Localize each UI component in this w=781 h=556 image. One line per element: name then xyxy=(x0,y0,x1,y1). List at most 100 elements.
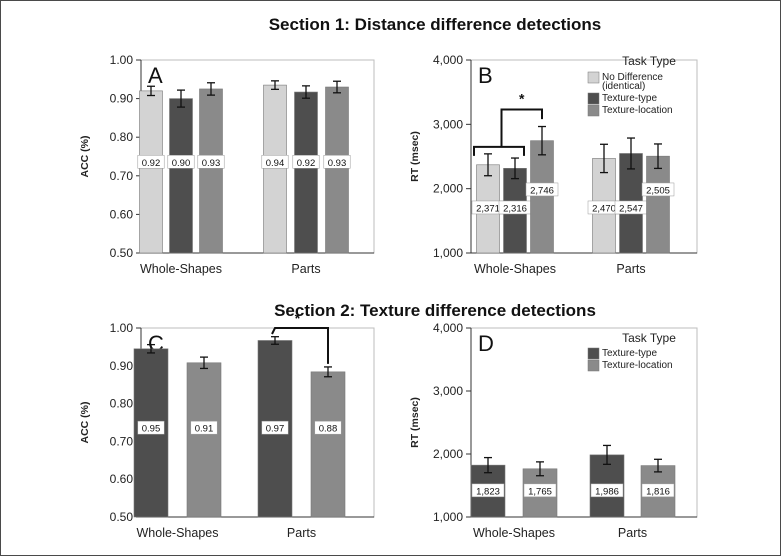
legend-label: Texture-location xyxy=(602,360,673,371)
data-label-box xyxy=(471,483,505,498)
y-tick-label: 1,000 xyxy=(433,510,463,524)
section-2-title: Section 2: Texture difference detections xyxy=(274,301,596,320)
y-tick-label: 4,000 xyxy=(433,321,463,335)
y-axis-title: RT (msec) xyxy=(409,397,421,448)
data-label-box xyxy=(261,420,289,435)
data-label: 0.92 xyxy=(142,158,161,169)
data-label: 2,371 xyxy=(476,203,500,214)
panel-A: 0.50 0.60 0.70 0.80 0.90 1.00 ACC (%) A 0.92 0.90… xyxy=(79,53,375,276)
y-tick-label: 3,000 xyxy=(433,384,463,398)
bar xyxy=(530,140,554,254)
legend-label: Texture-type xyxy=(602,93,657,104)
data-label-box xyxy=(261,155,289,169)
data-label-box xyxy=(137,155,165,169)
data-label: 0.93 xyxy=(202,158,221,169)
data-label: 2,470 xyxy=(592,203,616,214)
section-1-title: Section 1: Distance difference detection… xyxy=(269,15,602,34)
legend-swatch xyxy=(587,71,600,84)
data-label: 2,746 xyxy=(530,185,554,196)
y-tick-label: 0.50 xyxy=(110,510,134,524)
y-tick-label: 0.70 xyxy=(110,434,134,448)
x-tick-label: Parts xyxy=(287,526,316,540)
data-label-box xyxy=(525,182,559,197)
y-tick-label: 0.90 xyxy=(110,92,134,106)
data-label: 1,823 xyxy=(476,486,500,497)
data-label: 0.94 xyxy=(266,158,285,169)
significance-bracket xyxy=(271,327,329,364)
y-tick-label: 4,000 xyxy=(433,53,463,67)
data-label-box xyxy=(197,155,225,169)
bar xyxy=(169,98,193,254)
y-tick-label: 0.60 xyxy=(110,207,134,221)
y-tick-label: 2,000 xyxy=(433,182,463,196)
data-label: 1,816 xyxy=(646,486,670,497)
data-label: 1,765 xyxy=(528,486,552,497)
data-label-box xyxy=(167,155,195,169)
data-label: 0.97 xyxy=(266,424,285,435)
y-tick-label: 0.90 xyxy=(110,359,134,373)
y-axis-title: RT (msec) xyxy=(409,131,421,182)
y-tick-label: 0.80 xyxy=(110,130,134,144)
y-axis-title: ACC (%) xyxy=(79,402,91,444)
panel-letter: A xyxy=(148,63,163,88)
legend-swatch xyxy=(587,347,600,360)
panel-letter: D xyxy=(478,331,494,356)
y-tick-label: 1.00 xyxy=(110,321,134,335)
legend-title: Task Type xyxy=(622,331,676,345)
significance-star: * xyxy=(295,310,301,326)
legend-swatch xyxy=(587,104,600,117)
x-tick-label: Whole-Shapes xyxy=(473,526,555,540)
significance-bracket xyxy=(473,145,525,156)
bar xyxy=(139,90,163,254)
legend-title: Task Type xyxy=(622,54,676,68)
bar xyxy=(310,371,346,518)
bar xyxy=(199,88,223,254)
y-tick-label: 0.60 xyxy=(110,472,134,486)
data-label-box xyxy=(523,483,557,498)
data-label-box xyxy=(137,420,165,435)
data-label: 0.95 xyxy=(142,424,161,435)
x-tick-label: Parts xyxy=(618,526,647,540)
y-tick-label: 3,000 xyxy=(433,117,463,131)
x-tick-label: Whole-Shapes xyxy=(137,526,219,540)
y-tick-label: 1.00 xyxy=(110,53,134,67)
data-label: 1,986 xyxy=(595,486,619,497)
data-label: 0.93 xyxy=(328,158,347,169)
legend-label: No Difference xyxy=(602,72,663,83)
bar xyxy=(186,362,222,518)
data-label: 2,505 xyxy=(646,185,670,196)
data-label: 0.90 xyxy=(172,158,191,169)
y-tick-label: 2,000 xyxy=(433,447,463,461)
x-tick-label: Whole-Shapes xyxy=(140,262,222,276)
data-label-box xyxy=(292,155,320,169)
y-tick-label: 0.70 xyxy=(110,169,134,183)
bar xyxy=(646,155,670,254)
legend-swatch xyxy=(587,92,600,105)
legend-label: Texture-location xyxy=(602,105,673,116)
significance-star: * xyxy=(519,91,525,107)
panel-letter: B xyxy=(478,63,493,88)
data-label: 0.88 xyxy=(319,424,338,435)
panel-B: 1,000 2,000 3,000 4,000 RT (msec) B 2,371 2,316… xyxy=(409,53,698,276)
data-label-box xyxy=(190,420,218,435)
legend-label: (identical) xyxy=(602,81,645,92)
x-tick-label: Parts xyxy=(291,262,320,276)
legend-label: Texture-type xyxy=(602,348,657,359)
bar xyxy=(294,91,318,254)
y-axis-title: ACC (%) xyxy=(79,136,91,178)
y-tick-label: 1,000 xyxy=(433,246,463,260)
data-label: 2,547 xyxy=(619,203,643,214)
bar xyxy=(325,86,349,254)
legend-swatch xyxy=(587,359,600,372)
data-label: 0.91 xyxy=(195,424,214,435)
bar xyxy=(263,84,287,254)
data-label-box xyxy=(641,483,675,498)
data-label-box xyxy=(590,483,624,498)
data-label-box xyxy=(641,182,675,197)
y-tick-label: 0.80 xyxy=(110,397,134,411)
x-tick-label: Parts xyxy=(616,262,645,276)
y-tick-label: 0.50 xyxy=(110,246,134,260)
